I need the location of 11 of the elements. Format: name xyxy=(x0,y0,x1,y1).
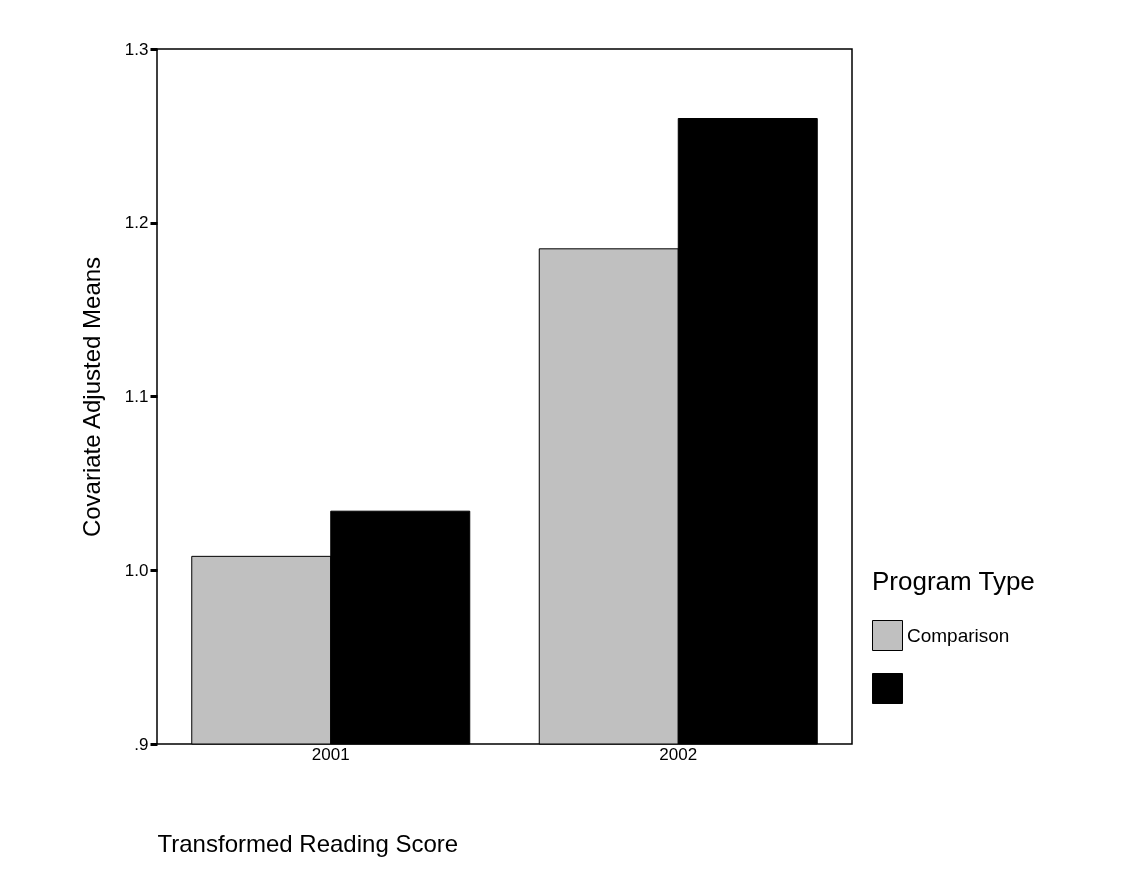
x-axis-title: Transformed Reading Score xyxy=(157,829,459,857)
legend-title: Program Type xyxy=(872,566,1035,596)
y-tick-label: .9 xyxy=(134,734,149,754)
y-tick-label: 1.3 xyxy=(124,39,149,59)
y-tick-label: 1.1 xyxy=(124,387,149,406)
x-tick-label: 2002 xyxy=(659,744,698,764)
y-axis-title: Covariate Adjusted Means xyxy=(77,256,105,538)
x-tick-label: 2001 xyxy=(311,744,350,764)
legend-label: Comparison xyxy=(907,624,1010,646)
y-tick-label: 1.0 xyxy=(124,560,149,580)
y-tick-label: 1.2 xyxy=(124,213,149,233)
